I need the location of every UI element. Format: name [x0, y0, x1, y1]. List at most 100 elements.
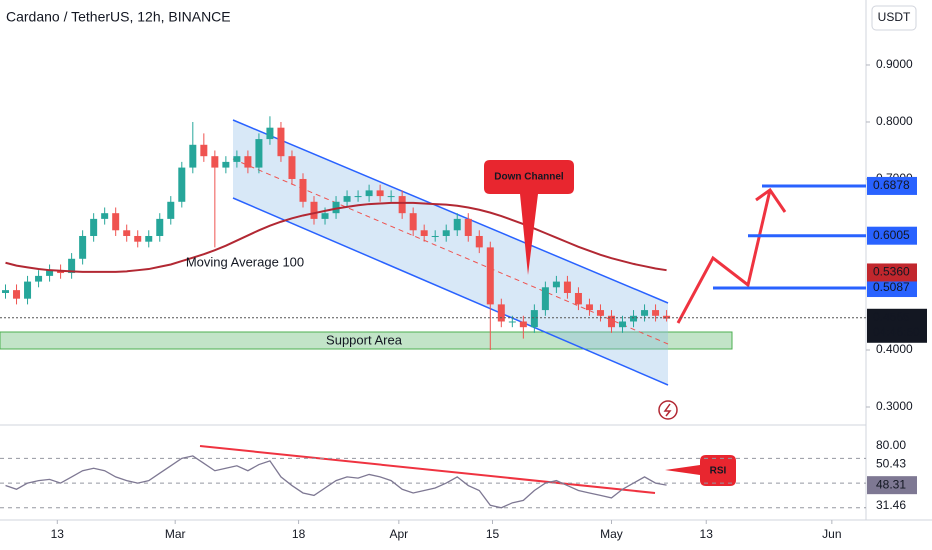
y-tick-label: 0.3000 [876, 399, 913, 413]
candle-body [530, 310, 538, 328]
candle-body [332, 201, 340, 214]
candle-body [299, 178, 307, 202]
candle-body [376, 190, 384, 197]
candle-body [13, 290, 21, 299]
candle-body [354, 196, 362, 198]
last-price-tag [867, 308, 927, 343]
chart-title: Cardano / TetherUS, 12h, BINANCE [6, 9, 231, 25]
y-tick-label: 0.9000 [876, 57, 913, 71]
channel-lower [232, 197, 669, 386]
candle-body [134, 235, 142, 242]
candle-body [619, 321, 627, 328]
y-tick-label: 0.8000 [876, 114, 913, 128]
candle-body [475, 235, 483, 248]
rsi-tick-label: 31.46 [876, 498, 906, 512]
rsi-last-tag [867, 476, 917, 495]
candle-body [123, 230, 131, 236]
x-tick-label: 15 [486, 527, 500, 541]
level-tag [867, 226, 917, 245]
candle-body [211, 156, 219, 168]
candle-body [244, 156, 252, 168]
candle-body [641, 310, 649, 316]
arrow-head [755, 187, 787, 213]
candle-body [200, 144, 208, 157]
x-tick-label: 18 [292, 527, 306, 541]
candle-body [563, 281, 571, 293]
level-label: 0.6878 [873, 178, 910, 192]
rsi-line [5, 455, 667, 509]
candle-body [343, 196, 351, 202]
candle-body [652, 310, 660, 316]
level-label: 0.6005 [873, 228, 910, 242]
support-label: Support Area [326, 332, 403, 347]
candle-body [288, 156, 296, 179]
channel-upper [232, 119, 669, 304]
candle-body [112, 213, 120, 231]
candle-body [46, 270, 54, 276]
alert-bolt [663, 403, 672, 417]
candle-body [178, 167, 186, 202]
ma-label: Moving Average 100 [186, 254, 304, 269]
candle-body [486, 247, 494, 305]
candle-body [255, 139, 263, 168]
level-label: 0.5087 [873, 280, 910, 294]
rsi-trendline [199, 445, 656, 494]
x-tick-label: Mar [165, 527, 186, 541]
candle-body [233, 156, 241, 162]
candle-body [2, 290, 10, 293]
candle-body [277, 127, 285, 157]
candle-body [453, 218, 461, 231]
candle-body [145, 235, 153, 242]
rsi-label: RSI [710, 466, 727, 477]
channel-mid [232, 158, 669, 345]
candle-body [442, 230, 450, 236]
candle-body [321, 213, 329, 219]
currency: USDT [878, 10, 911, 24]
countdown: 04:46:50 [873, 325, 920, 339]
level-tag [867, 279, 917, 298]
rsi-callout [665, 455, 736, 486]
candle-body [101, 213, 109, 219]
last-price-label: 0.4565 [873, 310, 910, 324]
candle-body [464, 218, 472, 236]
candle-body [519, 321, 527, 328]
candle-body [35, 275, 43, 282]
currency-box[interactable] [871, 5, 917, 31]
candle-body [574, 292, 582, 305]
candle-body [189, 144, 197, 168]
candle-body [90, 218, 98, 236]
rsi-tick-label: 80.00 [876, 438, 906, 452]
candle-body [222, 161, 230, 168]
candle-body [420, 230, 428, 236]
candle-body [68, 258, 76, 274]
candle-body [508, 321, 516, 323]
candle-body [310, 201, 318, 219]
candle-body [630, 315, 638, 322]
candle-body [541, 287, 549, 311]
candle-body [266, 127, 274, 140]
candle-body [596, 310, 604, 316]
y-tick-label: 0.4000 [876, 342, 913, 356]
candle-body [409, 213, 417, 231]
candle-body [156, 218, 164, 236]
ma-price-label: 0.5360 [873, 265, 910, 279]
channel-fill [233, 120, 668, 385]
candle-body [24, 281, 32, 299]
candle-body [552, 281, 560, 288]
candle-body [607, 315, 615, 328]
candle-body [585, 304, 593, 311]
candle-body [387, 196, 395, 198]
channel-callout [484, 160, 574, 275]
projection-arrow [676, 189, 772, 324]
x-tick-label: Jun [822, 527, 841, 541]
candle-body [398, 196, 406, 214]
ma-price-tag [867, 263, 917, 282]
candle-body [431, 235, 439, 237]
alert-icon[interactable] [658, 400, 678, 420]
x-tick-label: 13 [700, 527, 714, 541]
candle-body [663, 315, 671, 319]
moving-average [5, 201, 667, 273]
x-tick-label: 13 [51, 527, 65, 541]
x-tick-label: May [600, 527, 623, 541]
candle-body [79, 235, 87, 259]
